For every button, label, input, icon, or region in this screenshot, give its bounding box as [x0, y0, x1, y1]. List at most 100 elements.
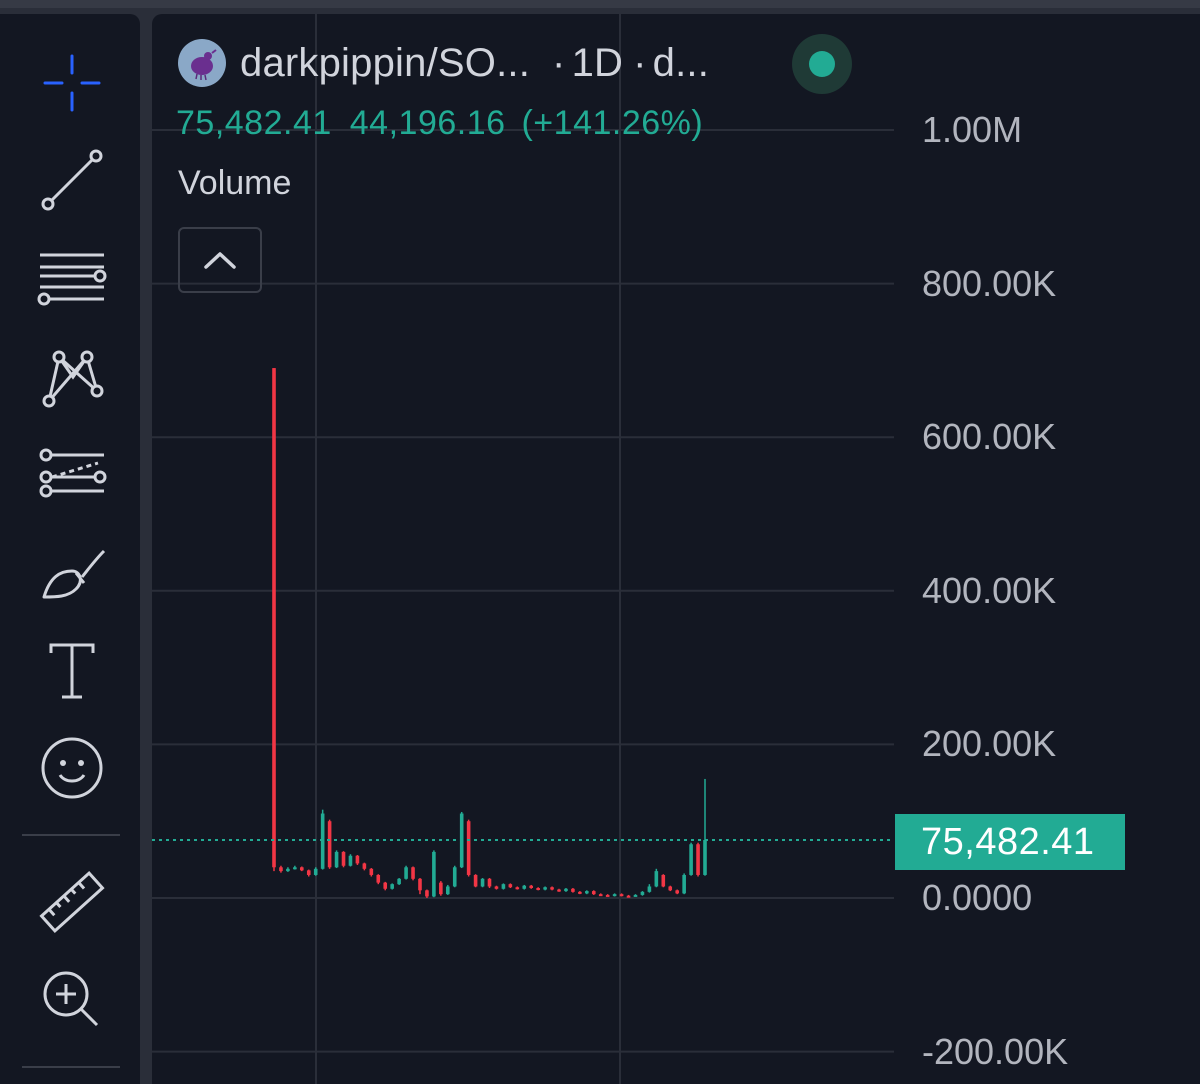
market-status-indicator[interactable]	[792, 34, 852, 94]
pattern-icon	[42, 350, 104, 408]
candle-body	[550, 887, 554, 890]
emoji-icon	[41, 737, 103, 799]
symbol-exchange: d...	[652, 40, 710, 85]
candle-body	[689, 844, 693, 875]
candle-body	[536, 888, 540, 891]
text-tool[interactable]	[30, 628, 114, 712]
horizontal-lines-icon	[37, 253, 107, 306]
trend-line-icon	[41, 149, 103, 211]
symbol-interval[interactable]: 1D	[571, 40, 624, 85]
candle-body	[585, 891, 589, 894]
candle-body	[564, 888, 568, 892]
candle-body	[341, 851, 346, 866]
zoom-in-tool[interactable]	[30, 958, 114, 1042]
price-scale-label: 600.00K	[922, 416, 1057, 458]
crosshair-tool[interactable]	[30, 41, 114, 125]
candle-body	[626, 895, 631, 898]
candle-body	[411, 867, 415, 879]
text-icon	[49, 643, 95, 699]
candle-body	[369, 868, 374, 875]
candle-body	[619, 894, 624, 897]
candle-body	[494, 886, 499, 889]
chart-pane[interactable]: darkpippin/SO... · 1D · d... 75,482.41 44,196…	[152, 14, 1200, 1084]
horizontal-lines-tool[interactable]	[30, 236, 114, 320]
candles	[272, 368, 707, 898]
toolbar-divider-bottom	[22, 1066, 120, 1068]
symbol-legend[interactable]: darkpippin/SO... · 1D · d...	[178, 38, 709, 88]
candle-body	[404, 867, 408, 879]
candle-body	[571, 888, 575, 892]
candle-body	[591, 891, 596, 895]
candle-body	[682, 874, 686, 894]
ruler-tool[interactable]	[30, 860, 114, 944]
legend-last-value: 75,482.41	[176, 104, 332, 142]
forecast-icon	[39, 448, 107, 498]
candle-body	[501, 884, 506, 889]
candle-body	[508, 884, 513, 888]
candle-body	[355, 855, 360, 864]
candle-body	[383, 882, 388, 889]
candle-body	[286, 868, 290, 872]
candle-body	[306, 870, 311, 875]
brush-icon	[42, 549, 106, 599]
legend-values: 75,482.41 44,196.16 (+141.26%)	[176, 104, 703, 143]
price-scale-label: -200.00K	[922, 1030, 1069, 1072]
drawing-toolbar	[0, 14, 140, 1084]
ruler-icon	[39, 871, 105, 933]
trend-line-tool[interactable]	[30, 138, 114, 222]
brush-tool[interactable]	[30, 530, 114, 614]
candle-body	[473, 874, 478, 887]
candle-body	[425, 890, 429, 897]
price-scale-label: 1.00M	[922, 109, 1023, 150]
candle-body	[439, 882, 443, 895]
candle-body	[397, 878, 401, 885]
candle-body	[293, 867, 297, 870]
candle-body	[452, 867, 457, 887]
chevron-up-icon	[204, 252, 236, 269]
candle-body	[633, 894, 638, 897]
candle-body	[703, 840, 707, 875]
price-scale-label: 400.00K	[922, 569, 1057, 611]
candle-body	[529, 885, 534, 889]
price-scale-label: 200.00K	[922, 723, 1057, 765]
candle-body	[578, 891, 582, 894]
candle-body	[522, 885, 527, 889]
window-top-bar	[0, 0, 1200, 8]
candle-body	[390, 884, 394, 889]
collapse-legend-button[interactable]	[178, 227, 262, 293]
candle-body	[334, 851, 339, 868]
pippin-token-logo	[178, 39, 226, 87]
candle-body	[640, 891, 645, 895]
candle-body	[376, 874, 381, 883]
candle-body	[362, 863, 367, 869]
candle-body	[696, 844, 700, 875]
candle-body	[543, 887, 547, 890]
candle-body	[327, 821, 332, 868]
indicator-label[interactable]: Volume	[178, 164, 292, 202]
forecast-tool[interactable]	[30, 432, 114, 516]
toolbar-divider	[22, 834, 120, 836]
candle-body	[605, 894, 610, 897]
candle-body	[348, 855, 353, 866]
candle-body	[432, 851, 436, 897]
symbol-name[interactable]: darkpippin/SO...	[240, 40, 531, 85]
candle-body	[418, 878, 422, 891]
volume-plot[interactable]	[152, 14, 1200, 1084]
candle-body	[598, 894, 603, 897]
candle-body	[300, 867, 304, 871]
live-status-dot	[809, 51, 835, 77]
candle-body	[272, 368, 276, 868]
candle-body	[480, 878, 485, 887]
price-scale-label: 800.00K	[922, 262, 1057, 304]
candle-body	[279, 867, 283, 872]
emoji-tool[interactable]	[30, 726, 114, 810]
candle-body	[313, 868, 318, 875]
pattern-tool[interactable]	[30, 334, 114, 418]
candle-body	[487, 878, 492, 887]
candle-body	[647, 886, 652, 892]
candle-body	[515, 887, 520, 890]
candle-body	[466, 821, 471, 875]
candle-body	[612, 894, 617, 897]
candle-body	[557, 889, 561, 892]
candle-body	[661, 874, 666, 887]
